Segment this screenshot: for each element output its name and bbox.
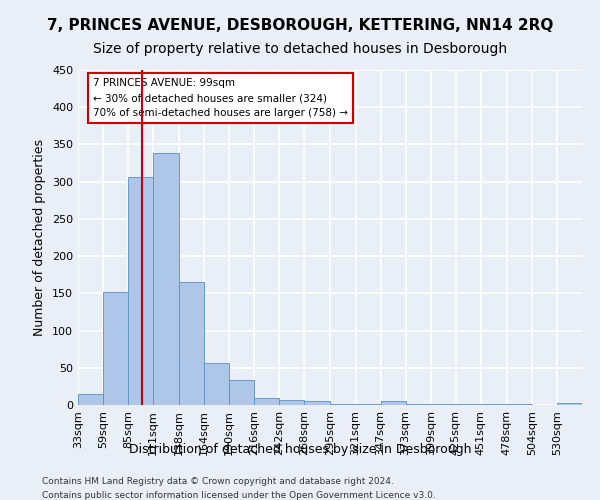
Bar (153, 154, 179, 405)
Text: Distribution of detached houses by size in Desborough: Distribution of detached houses by size … (129, 442, 471, 456)
Bar (229, 380, 254, 405)
Bar (406, 404, 431, 405)
Bar (179, 282, 204, 405)
Bar (431, 404, 456, 405)
Bar (204, 362, 229, 405)
Bar (331, 404, 356, 405)
Bar (456, 404, 481, 405)
Bar (280, 400, 304, 405)
Bar (557, 403, 582, 405)
Bar (356, 404, 380, 405)
Text: Contains HM Land Registry data © Crown copyright and database right 2024.: Contains HM Land Registry data © Crown c… (42, 478, 394, 486)
Bar (507, 404, 532, 405)
Bar (78, 394, 103, 405)
Bar (304, 402, 331, 405)
Bar (128, 177, 153, 405)
Bar (380, 402, 406, 405)
Text: 7 PRINCES AVENUE: 99sqm
← 30% of detached houses are smaller (324)
70% of semi-d: 7 PRINCES AVENUE: 99sqm ← 30% of detache… (93, 78, 348, 118)
Bar (103, 292, 128, 405)
Bar (481, 404, 507, 405)
Text: Contains public sector information licensed under the Open Government Licence v3: Contains public sector information licen… (42, 491, 436, 500)
Y-axis label: Number of detached properties: Number of detached properties (34, 139, 46, 336)
Text: 7, PRINCES AVENUE, DESBOROUGH, KETTERING, NN14 2RQ: 7, PRINCES AVENUE, DESBOROUGH, KETTERING… (47, 18, 553, 32)
Text: Size of property relative to detached houses in Desborough: Size of property relative to detached ho… (93, 42, 507, 56)
Bar (254, 398, 280, 405)
